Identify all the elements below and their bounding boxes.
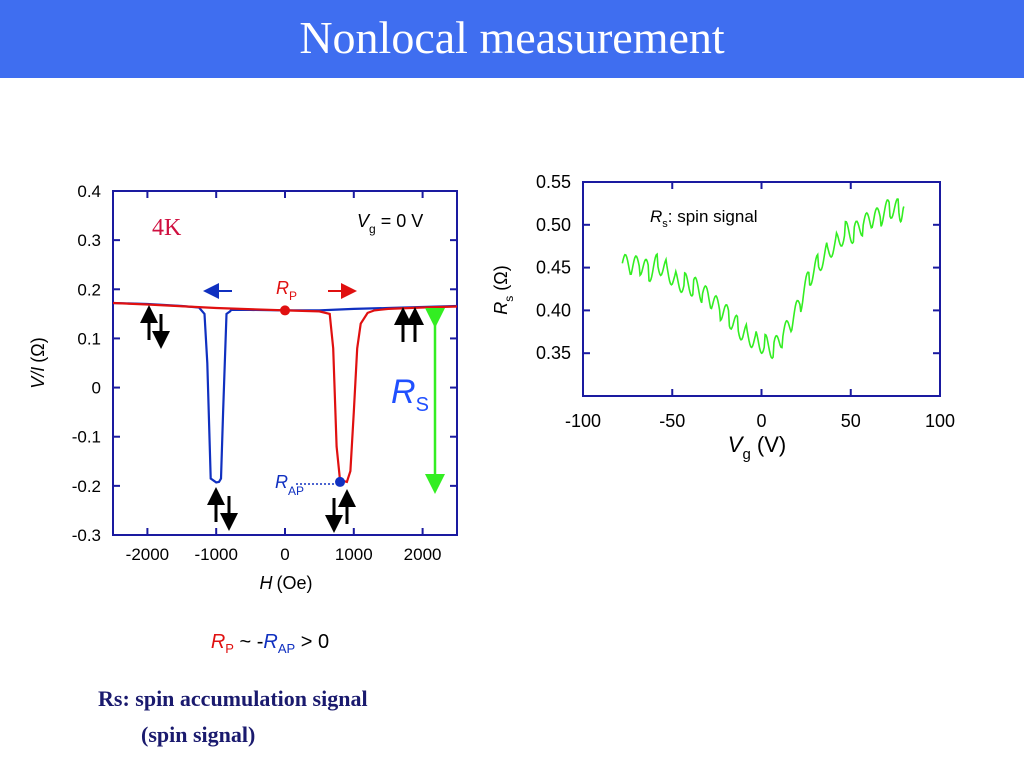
y-tick-label: 0.2 <box>77 280 101 299</box>
x-tick-label: 50 <box>841 411 861 431</box>
y-tick-label: 0.4 <box>77 182 101 201</box>
rs-label: RS <box>391 373 429 416</box>
y-tick-label: 0.55 <box>536 172 571 192</box>
caption-line-1: Rs: spin accumulation signal <box>98 686 368 711</box>
x-tick-label: 2000 <box>404 545 442 564</box>
slide-title: Nonlocal measurement <box>299 11 725 63</box>
y-tick-label: 0.1 <box>77 329 101 348</box>
x-tick-label: 0 <box>756 411 766 431</box>
magnetization-antiparallel-bottom-right <box>325 489 356 533</box>
series-line-green <box>621 198 905 360</box>
caption-line-2: (spin signal) <box>141 722 256 747</box>
chart2-xlabel: Vg (V) <box>728 432 786 463</box>
vg-label: Vg = 0 V <box>357 211 423 236</box>
series-line-blue <box>112 301 458 484</box>
chart1-xlabel: H (Oe) <box>260 573 313 593</box>
magnetization-antiparallel-bottom-left <box>207 487 238 531</box>
title-bar: Nonlocal measurement <box>0 0 1024 78</box>
rp-label: RP <box>276 278 297 303</box>
spin-signal-chart: -100 -50 0 50 100 0.55 0.50 0.45 0.40 0.35 Rs: sp… <box>491 172 955 463</box>
y-tick-label: 0.50 <box>536 215 571 235</box>
chart1-ylabel: V/I(Ω) <box>28 337 48 388</box>
x-tick-label: 100 <box>925 411 955 431</box>
y-tick-label: -0.2 <box>72 477 101 496</box>
magnetization-antiparallel-left <box>140 305 170 349</box>
y-tick-label: 0.40 <box>536 300 571 320</box>
relation-text: RP ~ -RAP > 0 <box>211 631 329 656</box>
x-tick-label: 1000 <box>335 545 373 564</box>
y-tick-label: 0.3 <box>77 231 101 250</box>
y-tick-label: -0.1 <box>72 428 101 447</box>
hysteresis-chart: -2000 -1000 0 1000 2000 0.4 0.3 0.2 0.1 0 -0.1 -0.2… <box>28 182 458 593</box>
x-tick-label: -50 <box>659 411 685 431</box>
data-marker <box>280 305 290 316</box>
x-tick-label: -1000 <box>194 545 237 564</box>
rap-label: RAP <box>275 472 304 498</box>
x-tick-label: -100 <box>565 411 601 431</box>
chart2-ylabel: Rs (Ω) <box>491 265 516 314</box>
data-marker <box>335 476 346 487</box>
y-tick-label: -0.3 <box>72 526 101 545</box>
y-tick-label: 0.45 <box>536 258 571 278</box>
x-tick-label: 0 <box>280 545 289 564</box>
chart2-frame <box>582 181 941 397</box>
rs-legend: Rs: spin signal <box>650 207 758 230</box>
x-tick-label: -2000 <box>126 545 169 564</box>
temperature-label: 4K <box>152 215 182 241</box>
y-tick-label: 0.35 <box>536 343 571 363</box>
magnetization-parallel-right <box>394 307 424 342</box>
y-tick-label: 0 <box>92 379 101 398</box>
